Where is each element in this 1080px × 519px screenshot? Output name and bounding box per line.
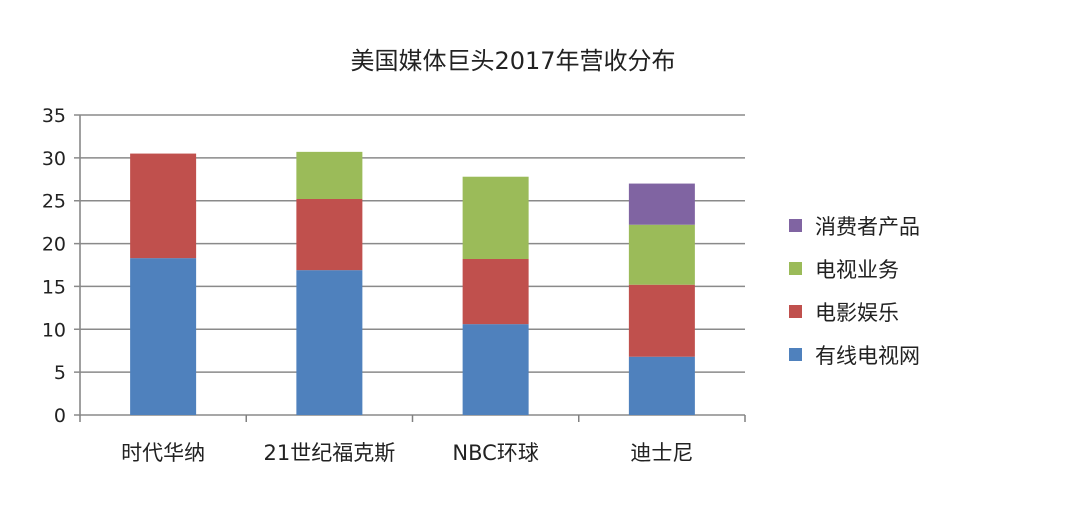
- y-axis-ticks: 0 5 10 15 20 25 30 35: [42, 105, 66, 427]
- bar-segment: [628, 284, 695, 357]
- bar-segment: [296, 270, 363, 415]
- bar-segment: [130, 153, 197, 259]
- legend-label: 有线电视网: [815, 344, 920, 368]
- x-category-label: NBC环球: [452, 441, 538, 465]
- legend-label: 电视业务: [815, 258, 899, 282]
- bar-segment: [628, 183, 695, 225]
- legend-swatch: [789, 348, 802, 361]
- x-category-label: 时代华纳: [121, 441, 205, 465]
- legend-label: 消费者产品: [815, 215, 920, 239]
- legend-swatch: [789, 219, 802, 232]
- y-tick-label: 5: [54, 362, 66, 384]
- x-category-label: 21世纪福克斯: [264, 441, 396, 465]
- y-tick-label: 0: [54, 405, 66, 427]
- chart-title: 美国媒体巨头2017年营收分布: [350, 47, 675, 75]
- bar-segment: [628, 224, 695, 285]
- bar-segment: [462, 324, 529, 415]
- y-tick-label: 30: [42, 148, 66, 170]
- bar-segment: [628, 356, 695, 415]
- y-tick-label: 25: [42, 191, 66, 213]
- legend-label: 电影娱乐: [815, 301, 899, 325]
- y-tick-label: 10: [42, 319, 66, 341]
- bar-segment: [462, 259, 529, 325]
- bar-segment: [296, 199, 363, 271]
- bar-segment: [296, 151, 363, 199]
- bar-segment: [130, 258, 197, 415]
- y-tick-label: 15: [42, 276, 66, 298]
- x-axis-labels: 时代华纳 21世纪福克斯 NBC环球 迪士尼: [121, 441, 693, 465]
- x-category-label: 迪士尼: [630, 441, 693, 465]
- y-tick-label: 35: [42, 105, 66, 127]
- legend-swatch: [789, 262, 802, 275]
- y-tick-label: 20: [42, 234, 66, 256]
- legend-swatch: [789, 305, 802, 318]
- bar-segment: [462, 176, 529, 259]
- bars: [130, 151, 695, 415]
